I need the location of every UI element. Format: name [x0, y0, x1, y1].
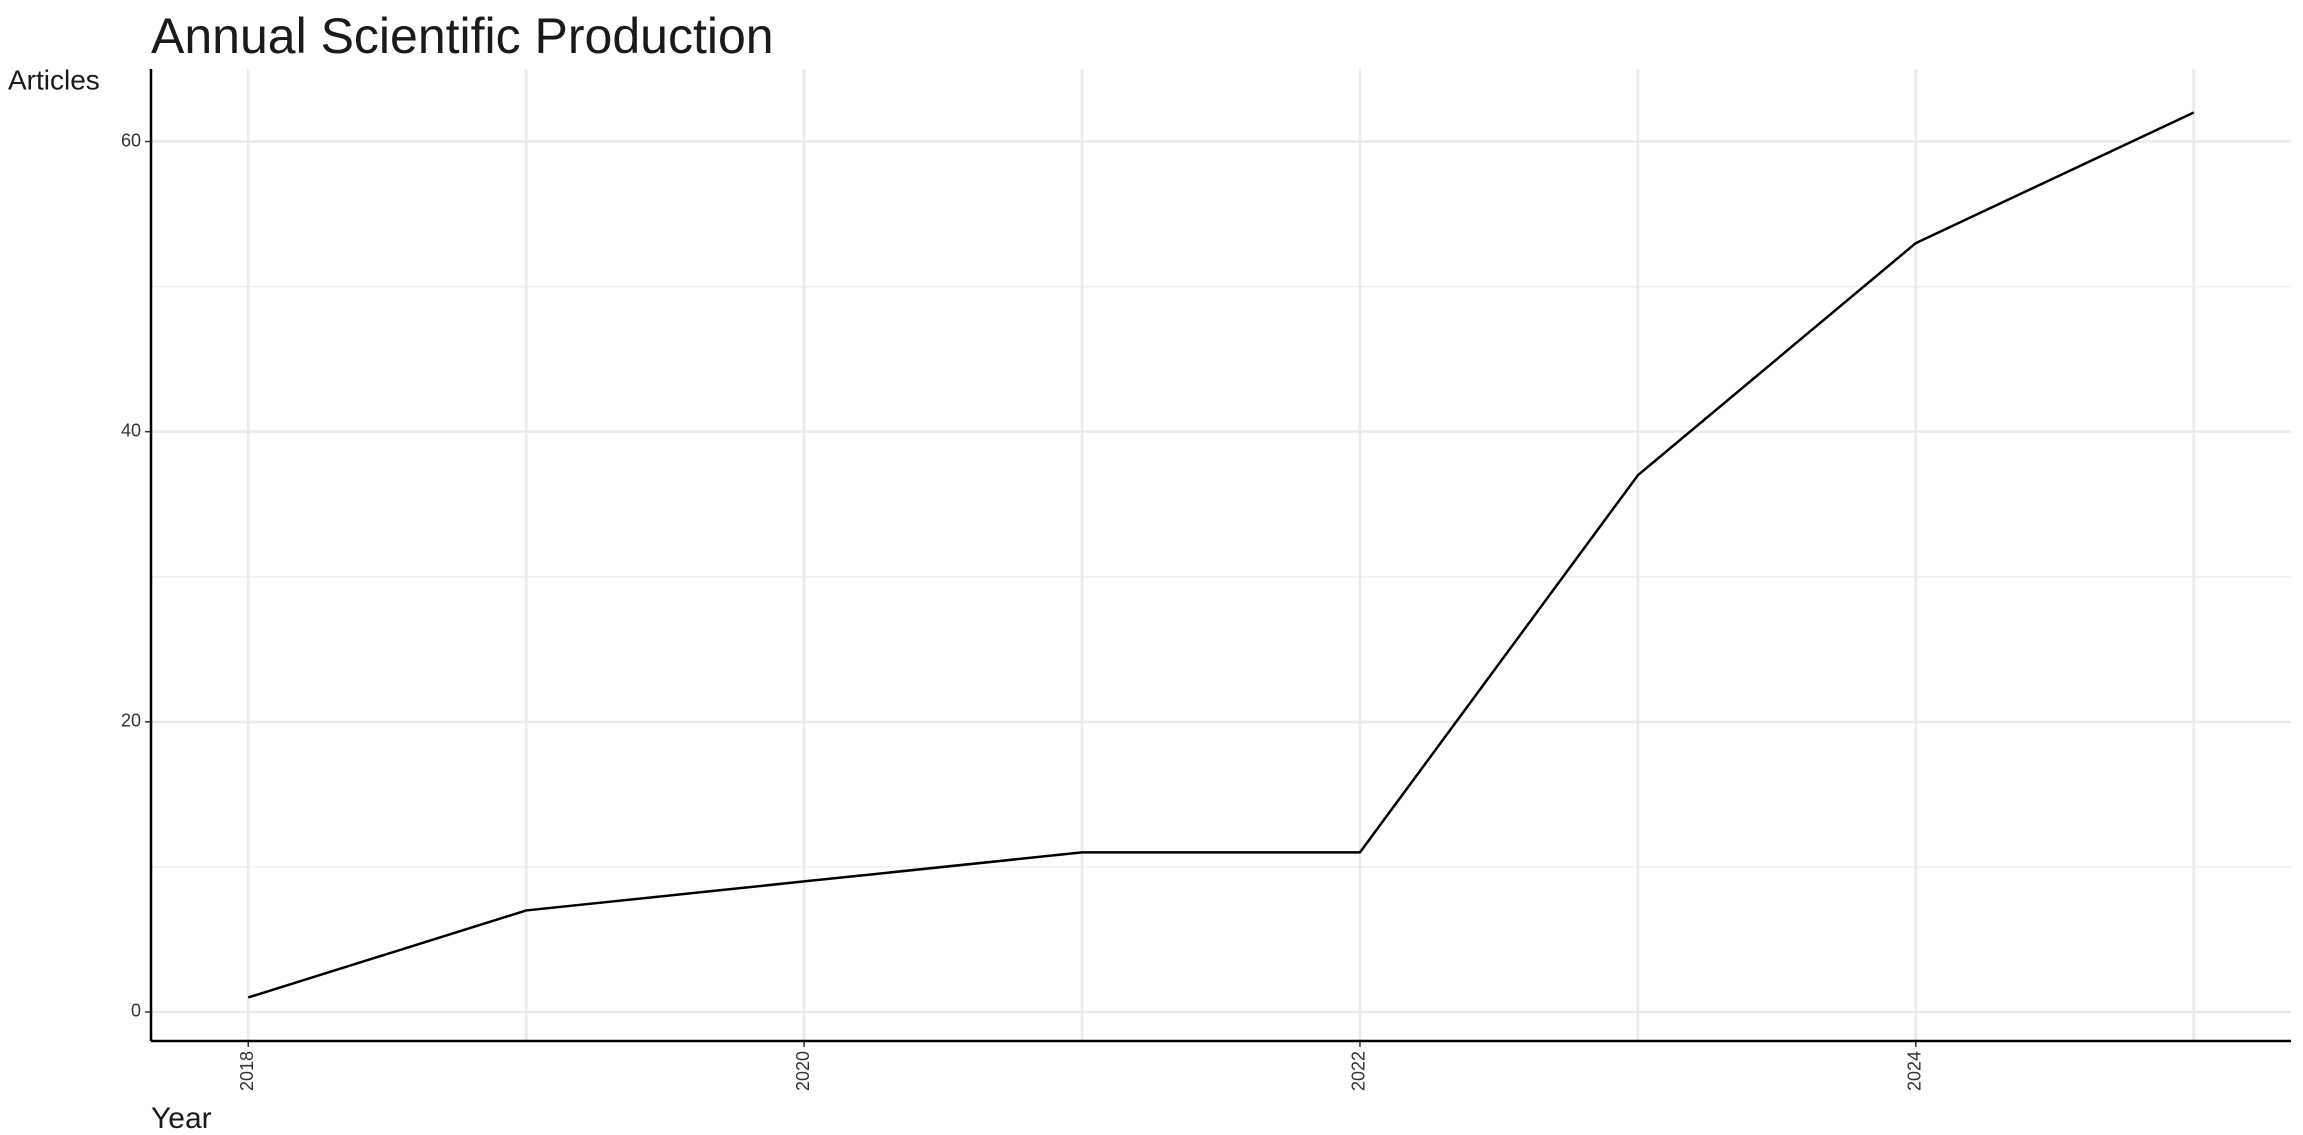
x-tick-label: 2022: [1349, 1051, 1369, 1091]
y-axis-label: Articles: [8, 64, 100, 95]
data-line: [247, 111, 2195, 999]
x-tick-label: 2018: [237, 1051, 257, 1091]
x-axis-label: Year: [151, 1102, 212, 1135]
y-tick-label: 20: [121, 711, 141, 731]
y-tick-label: 0: [131, 1001, 141, 1021]
x-tick-label: 2024: [1905, 1051, 1925, 1091]
chart-title: Annual Scientific Production: [151, 8, 774, 64]
x-tick-label: 2020: [793, 1051, 813, 1091]
y-tick-label: 60: [121, 130, 141, 150]
y-tick-label: 40: [121, 420, 141, 440]
